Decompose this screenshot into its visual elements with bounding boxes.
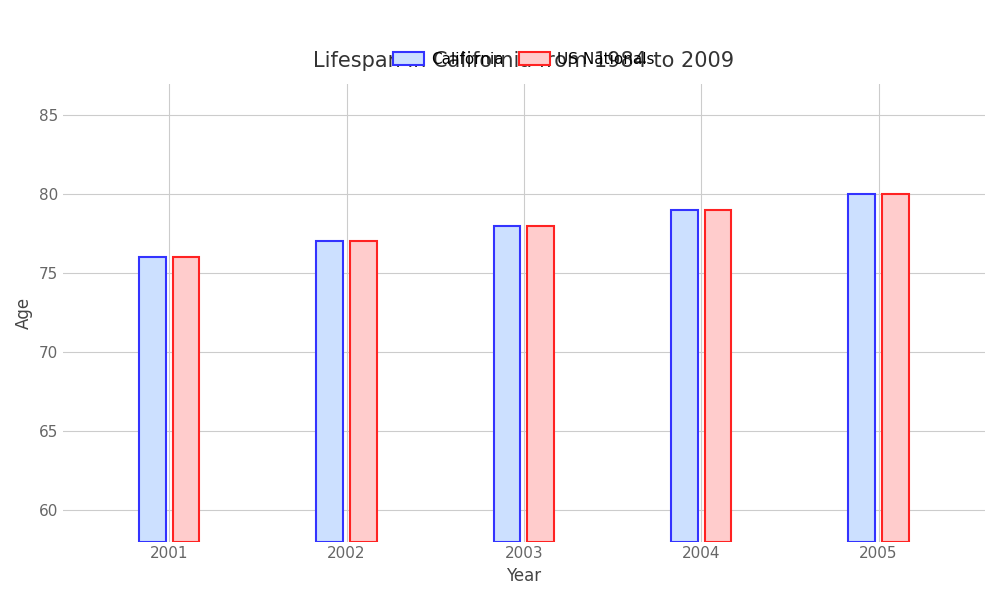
Bar xyxy=(671,210,698,542)
Legend: California, US Nationals: California, US Nationals xyxy=(387,46,661,73)
X-axis label: Year: Year xyxy=(506,567,541,585)
Title: Lifespan in California from 1984 to 2009: Lifespan in California from 1984 to 2009 xyxy=(313,51,734,71)
Bar xyxy=(350,241,377,542)
Bar xyxy=(494,226,520,542)
Y-axis label: Age: Age xyxy=(15,296,33,329)
Bar xyxy=(173,257,199,542)
Bar xyxy=(848,194,875,542)
Bar xyxy=(139,257,166,542)
Bar xyxy=(316,241,343,542)
Bar xyxy=(705,210,731,542)
Bar xyxy=(882,194,909,542)
Bar xyxy=(527,226,554,542)
